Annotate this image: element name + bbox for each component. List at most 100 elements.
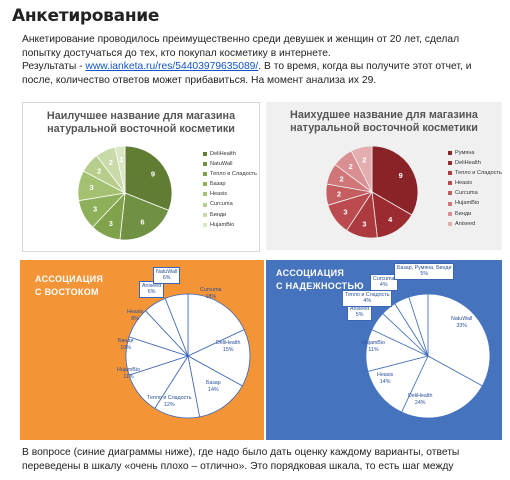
worst-value-label-7: 2 xyxy=(362,155,366,164)
best-legend-label-0: DeliHealth xyxy=(210,151,236,157)
worst-chart-legend: Румяна DeliHealth Тепло и Сладость Heasis Cu… xyxy=(448,148,502,229)
best-legend-label-6: Бинди xyxy=(210,211,227,218)
best-value-label-4: 3 xyxy=(90,183,94,192)
worst-slice-7 xyxy=(350,145,373,193)
east-slice-2 xyxy=(187,355,243,418)
assoc-east-pie-chart xyxy=(125,293,251,419)
worst-legend-item-5: HujamBio xyxy=(448,198,502,208)
rel-slice-7 xyxy=(408,293,429,357)
assoc-reliability-pie-chart xyxy=(365,293,491,419)
best-legend-label-1: NatuWall xyxy=(210,161,233,168)
worst-name-chart-panel: Наихудшее название для магазина натураль… xyxy=(266,102,502,250)
rel-label-hujambio: HujamBio 11% xyxy=(362,340,385,353)
rel-label-delihealth: DeliHealth 24% xyxy=(408,393,433,406)
best-legend-swatch-7 xyxy=(203,222,207,227)
best-slice-0 xyxy=(124,145,173,211)
assoc-reliability-title-line1: АССОЦИАЦИЯ xyxy=(276,268,345,278)
best-legend-item-5: Curcuma xyxy=(203,199,257,209)
worst-legend-item-3: Heasis xyxy=(448,178,502,188)
worst-legend-swatch-7 xyxy=(448,221,452,226)
assoc-reliability-title: АССОЦИАЦИЯ С НАДЕЖНОСТЬЮ xyxy=(276,267,364,293)
results-paragraph: Результаты - www.ianketa.ru/res/54403979… xyxy=(22,60,492,87)
worst-legend-item-2: Тепло и Сладость xyxy=(448,168,502,178)
worst-legend-label-5: HujamBio xyxy=(455,200,480,207)
intro-paragraph: Анкетирование проводилось преимущественн… xyxy=(22,33,492,60)
east-label-heasis: Heasis 8% xyxy=(127,309,144,322)
best-legend-label-4: Heasis xyxy=(210,191,228,198)
assoc-reliability-panel: АССОЦИАЦИЯ С НАДЕЖНОСТЬЮ NatuWall 33% Del… xyxy=(266,260,502,440)
assoc-east-panel: АССОЦИАЦИЯ С ВОСТОКОМ Curcuma 18% DeliHea… xyxy=(20,260,264,440)
results-link[interactable]: www.ianketa.ru/res/54403979635089/ xyxy=(85,61,259,72)
page-heading: Анкетирование xyxy=(12,6,160,26)
best-legend-swatch-2 xyxy=(203,172,207,177)
best-legend-item-6: Бинди xyxy=(203,210,257,220)
rel-callout-curcuma: Curcuma 4% xyxy=(370,274,398,291)
rel-slice-2 xyxy=(367,355,429,413)
east-label-bazar: Базар 14% xyxy=(206,380,221,393)
worst-legend-swatch-3 xyxy=(448,181,452,186)
best-legend-item-1: NatuWall xyxy=(203,159,257,169)
best-value-label-3: 3 xyxy=(93,204,97,213)
best-legend-label-5: Curcuma xyxy=(210,201,233,208)
worst-value-label-3: 3 xyxy=(343,207,347,216)
intro-text: Анкетирование проводилось преимущественн… xyxy=(22,34,460,59)
best-legend-swatch-0 xyxy=(203,152,207,157)
best-legend-item-0: DeliHealth xyxy=(203,149,257,159)
rel-slice-1 xyxy=(401,355,483,419)
best-slice-1 xyxy=(119,192,170,241)
worst-value-label-1: 4 xyxy=(388,215,393,224)
worst-legend-label-1: DeliHealth xyxy=(455,160,481,167)
east-label-bindi: Бинди 10% xyxy=(118,338,134,351)
east-label-curcuma: Curcuma 18% xyxy=(200,287,222,300)
east-label-delihealth: DeliHealth 15% xyxy=(216,340,241,353)
worst-legend-item-6: Бинди xyxy=(448,209,502,219)
east-slice-8 xyxy=(164,293,189,357)
rel-slice-0 xyxy=(427,293,491,387)
rel-label-natuwall: NatuWall 33% xyxy=(451,316,473,329)
best-legend-item-7: HujamBio xyxy=(203,220,257,230)
footer-paragraph: В вопросе (синие диаграммы ниже), где на… xyxy=(22,446,492,473)
worst-legend-swatch-0 xyxy=(448,151,452,156)
best-legend-swatch-1 xyxy=(203,162,207,167)
worst-legend-item-1: DeliHealth xyxy=(448,158,502,168)
worst-value-label-2: 3 xyxy=(362,220,366,229)
best-legend-item-4: Heasis xyxy=(203,189,257,199)
rel-callout-bazar: Базар, Румяна, Бинди 5% xyxy=(394,263,455,280)
worst-legend-swatch-2 xyxy=(448,171,452,176)
best-legend-label-2: Тепло и Сладость xyxy=(210,171,257,178)
best-name-chart-panel: Наилучшее название для магазина натураль… xyxy=(22,102,260,252)
east-label-teplo: Тепло и Сладость 12% xyxy=(147,395,192,408)
worst-chart-title: Наихудшее название для магазина натураль… xyxy=(290,109,478,134)
best-slice-7 xyxy=(114,145,126,194)
east-label-hujambio: HujamBio 11% xyxy=(117,367,140,380)
worst-legend-swatch-1 xyxy=(448,161,452,166)
east-slice-0 xyxy=(187,293,245,357)
worst-slice-0 xyxy=(371,145,419,216)
results-suffix: . В то время, когда вы получите этот отч… xyxy=(22,61,472,86)
worst-legend-label-3: Heasis xyxy=(455,180,473,187)
east-slice-1 xyxy=(187,329,251,387)
worst-value-label-0: 9 xyxy=(399,171,403,180)
worst-legend-label-0: Румяна xyxy=(455,150,475,156)
best-legend-label-7: HujamBio xyxy=(210,221,235,228)
worst-legend-label-6: Бинди xyxy=(455,210,472,217)
best-value-label-0: 9 xyxy=(151,170,155,179)
worst-legend-item-0: Румяна xyxy=(448,148,502,158)
east-callout-natuwall: NatuWall 6% xyxy=(153,267,181,284)
best-value-label-6: 2 xyxy=(109,158,113,167)
best-chart-legend: DeliHealth NatuWall Тепло и Сладость Базар H… xyxy=(203,149,257,230)
assoc-east-title: АССОЦИАЦИЯ С ВОСТОКОМ xyxy=(35,273,103,299)
worst-legend-label-7: Aniseed xyxy=(455,220,476,227)
best-value-label-5: 2 xyxy=(97,167,101,176)
best-value-label-7: 1 xyxy=(119,155,123,164)
results-prefix: Результаты - xyxy=(22,61,86,72)
best-legend-swatch-5 xyxy=(203,202,207,207)
best-chart-title: Наилучшее название для магазина натураль… xyxy=(46,110,236,135)
assoc-east-title-line2: С ВОСТОКОМ xyxy=(35,287,99,297)
worst-legend-label-4: Curcuma xyxy=(455,190,478,197)
footer-text: В вопросе (синие диаграммы ниже), где на… xyxy=(22,447,460,472)
assoc-east-title-line1: АССОЦИАЦИЯ xyxy=(35,274,104,284)
worst-legend-swatch-6 xyxy=(448,211,452,216)
